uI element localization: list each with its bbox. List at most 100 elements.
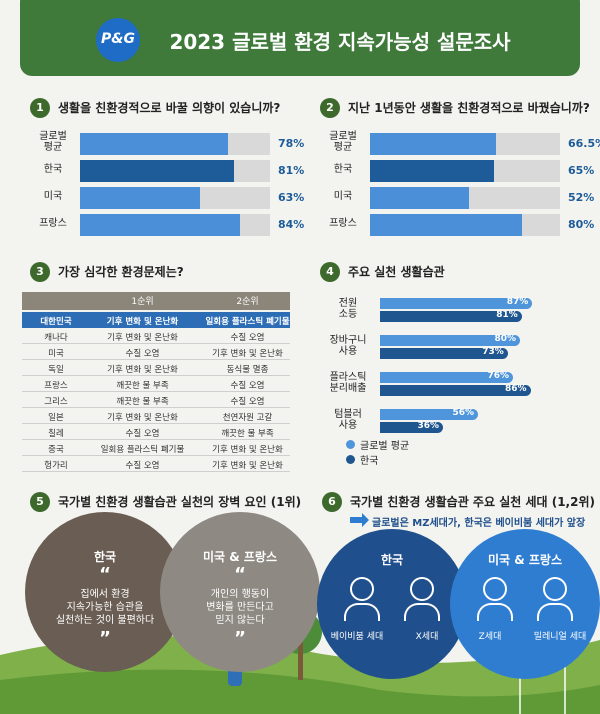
section-number: 5 (30, 492, 50, 512)
category-label: 텀블러 사용 (334, 409, 362, 431)
bar-area: 87% (380, 297, 555, 309)
section-title: 생활을 친환경적으로 바꿀 의향이 있습니까? (58, 101, 281, 115)
table-cell: 중국 (48, 445, 64, 455)
section-title: 가장 심각한 환경문제는? (58, 265, 184, 279)
bar (370, 133, 497, 155)
tree-trunk (298, 640, 303, 680)
barrier-circle: 한국 “ 집에서 환경 지속가능한 습관을 실천하는 것이 불편하다” (25, 512, 185, 672)
table-cell: 독일 (48, 365, 64, 375)
category-label: 한국 (43, 164, 63, 175)
value-label: 86% (504, 384, 527, 394)
bar-area: 73% (380, 347, 555, 359)
value-label: 73% (482, 347, 504, 357)
person-icon (410, 577, 434, 601)
generation-circle: 미국 & 프랑스 Z세대 밀레니얼 세대 (450, 529, 600, 679)
header-band (20, 0, 580, 76)
section-title: 지난 1년동안 생활을 친환경적으로 바꿨습니까? (348, 101, 590, 115)
table-cell: 캐나다 (44, 333, 68, 343)
section-number: 3 (30, 262, 50, 282)
section-title: 국가별 친환경 생활습관 실천의 장벽 요인 (1위) (58, 495, 302, 509)
table-cell: 천연자원 고갈 (222, 413, 273, 423)
table-cell: 기후 변화 및 온난화 (212, 461, 283, 471)
quote-mark: “ (99, 564, 111, 585)
person-icon (350, 577, 374, 601)
value-label: 65% (568, 164, 595, 177)
bar (370, 160, 494, 182)
logo (96, 18, 140, 62)
table-cell: 기후 변화 및 온난화 (107, 365, 178, 375)
table-cell: 일본 (48, 413, 64, 423)
table-cell: 수질 오염 (125, 429, 160, 439)
bar-track (370, 160, 560, 182)
person-icon (537, 603, 573, 621)
row-line (22, 439, 290, 440)
value-label: 36% (417, 421, 439, 431)
value-label: 81% (278, 164, 305, 177)
row-line (22, 375, 290, 376)
row-line (22, 471, 290, 472)
bar-area: 76% (380, 371, 555, 383)
bar (380, 298, 533, 309)
bar-track (80, 160, 270, 182)
bar-area: 80% (380, 334, 555, 346)
bar-area: 86% (380, 384, 555, 396)
column-header: 1순위 (131, 297, 154, 307)
row-highlight (22, 312, 290, 328)
bar (380, 422, 443, 433)
person-icon (344, 603, 380, 621)
table-cell: 깨끗한 물 부족 (116, 381, 169, 391)
legend-swatch (346, 440, 355, 449)
section-number: 6 (322, 492, 342, 512)
legend-label: 글로벌 평균 (360, 441, 410, 452)
table-cell: 기후 변화 및 온난화 (107, 333, 178, 343)
row-line (22, 407, 290, 408)
bar (370, 187, 469, 209)
table-cell: 수질 오염 (230, 333, 265, 343)
subtitle: 글로벌은 MZ세대가, 한국은 베이비붐 세대가 앞장 (372, 518, 586, 529)
person-icon (404, 603, 440, 621)
category-label: 미국 (333, 191, 353, 202)
circle-title: 미국 & 프랑스 (202, 550, 278, 564)
value-label: 76% (487, 371, 509, 381)
value-label: 56% (452, 408, 474, 418)
table-cell: 일회용 플라스틱 폐기물 (205, 317, 290, 327)
category-label: 플라스틱 분리배출 (329, 372, 367, 394)
table-cell: 깨끗한 물 부족 (116, 397, 169, 407)
bar-track (80, 187, 270, 209)
value-label: 78% (278, 137, 305, 150)
table-cell: 칠레 (48, 429, 64, 439)
bar (80, 214, 240, 236)
bar-area: 81% (380, 310, 555, 322)
hill (0, 669, 600, 714)
arrow-icon (350, 513, 369, 527)
bar (380, 311, 522, 322)
bar-track (80, 133, 270, 155)
table-cell: 그리스 (44, 397, 68, 407)
generation-circle: 한국 베이비붐 세대 X세대 (317, 529, 467, 679)
value-label: 66.5% (568, 137, 600, 150)
bar (370, 214, 522, 236)
circle-title: 미국 & 프랑스 (487, 553, 563, 567)
category-label: 글로벌 평균 (329, 131, 357, 153)
bar (80, 133, 229, 155)
table-cell: 기후 변화 및 온난화 (212, 349, 283, 359)
circle-text: 집에서 환경 지속가능한 습관을 실천하는 것이 불편하다 (55, 589, 155, 626)
category-label: 한국 (333, 164, 353, 175)
logo-text: P&G (101, 31, 135, 47)
row-line (22, 359, 290, 360)
category-label: 미국 (43, 191, 63, 202)
table-cell: 수질 오염 (230, 397, 265, 407)
table-cell: 수질 오염 (230, 381, 265, 391)
bar (380, 372, 513, 383)
category-label: 전원 소등 (338, 298, 358, 320)
category-label: 장바구니 사용 (329, 335, 367, 357)
bar (380, 348, 508, 359)
table-cell: 일회용 플라스틱 폐기물 (100, 445, 185, 455)
row-line (22, 343, 290, 344)
bar (80, 187, 200, 209)
person-icon (483, 577, 507, 601)
table-cell: 깨끗한 물 부족 (221, 429, 274, 439)
value-label: 52% (568, 191, 595, 204)
table-cell: 동식물 멸종 (226, 365, 269, 375)
